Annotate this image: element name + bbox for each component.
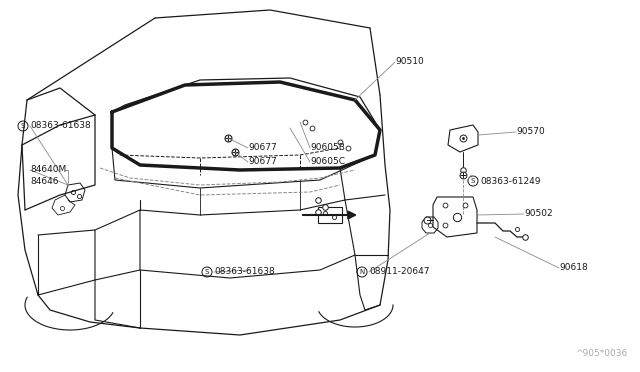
Text: 08363-61638: 08363-61638 — [214, 267, 275, 276]
Text: N: N — [360, 269, 365, 275]
Text: 90502: 90502 — [524, 209, 552, 218]
Text: 90618: 90618 — [559, 263, 588, 273]
Text: 08363-61249: 08363-61249 — [480, 176, 541, 186]
Text: 08911-20647: 08911-20647 — [369, 267, 429, 276]
Text: 84646: 84646 — [30, 177, 58, 186]
Text: 90510: 90510 — [395, 58, 424, 67]
Text: 08363-61638: 08363-61638 — [30, 122, 91, 131]
Text: 84640M: 84640M — [30, 166, 67, 174]
Text: 90677: 90677 — [248, 157, 276, 167]
Text: 90570: 90570 — [516, 128, 545, 137]
Text: S: S — [471, 178, 475, 184]
Text: ^905*0036: ^905*0036 — [575, 349, 627, 358]
Text: 90605C: 90605C — [310, 157, 345, 167]
Text: 90677: 90677 — [248, 144, 276, 153]
Text: 90605B: 90605B — [310, 144, 345, 153]
Text: S: S — [21, 123, 25, 129]
Text: S: S — [205, 269, 209, 275]
